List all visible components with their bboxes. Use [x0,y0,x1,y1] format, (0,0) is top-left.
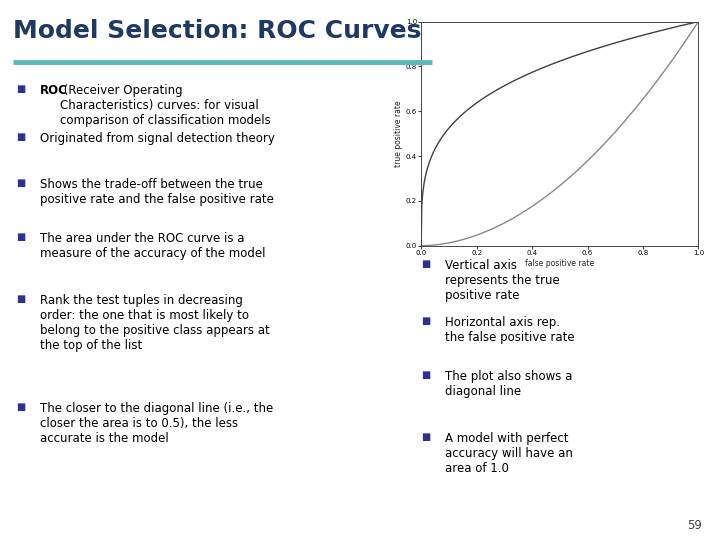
Text: The plot also shows a
diagonal line: The plot also shows a diagonal line [445,370,572,398]
Text: Rank the test tuples in decreasing
order: the one that is most likely to
belong : Rank the test tuples in decreasing order… [40,294,269,352]
X-axis label: false positive rate: false positive rate [525,259,595,268]
Text: A model with perfect
accuracy will have an
area of 1.0: A model with perfect accuracy will have … [445,432,573,475]
Text: The closer to the diagonal line (i.e., the
closer the area is to 0.5), the less
: The closer to the diagonal line (i.e., t… [40,402,273,446]
Text: ■: ■ [16,132,25,143]
Text: ■: ■ [16,232,25,242]
Text: Vertical axis
represents the true
positive rate: Vertical axis represents the true positi… [445,259,559,302]
Text: (Receiver Operating
Characteristics) curves: for visual
comparison of classifica: (Receiver Operating Characteristics) cur… [60,84,271,127]
Text: ROC: ROC [40,84,68,97]
Text: ■: ■ [16,294,25,305]
Text: ■: ■ [16,402,25,413]
Text: 59: 59 [687,519,702,532]
Text: ■: ■ [421,259,431,269]
Text: Horizontal axis rep.
the false positive rate: Horizontal axis rep. the false positive … [445,316,575,344]
Text: The area under the ROC curve is a
measure of the accuracy of the model: The area under the ROC curve is a measur… [40,232,265,260]
Text: Model Selection: ROC Curves: Model Selection: ROC Curves [13,19,421,43]
Text: ■: ■ [421,316,431,326]
Y-axis label: true positive rate: true positive rate [394,100,403,167]
Text: Shows the trade-off between the true
positive rate and the false positive rate: Shows the trade-off between the true pos… [40,178,274,206]
Text: ■: ■ [421,370,431,380]
Text: Originated from signal detection theory: Originated from signal detection theory [40,132,274,145]
Text: ■: ■ [421,432,431,442]
Text: ■: ■ [16,84,25,94]
Text: ■: ■ [16,178,25,188]
